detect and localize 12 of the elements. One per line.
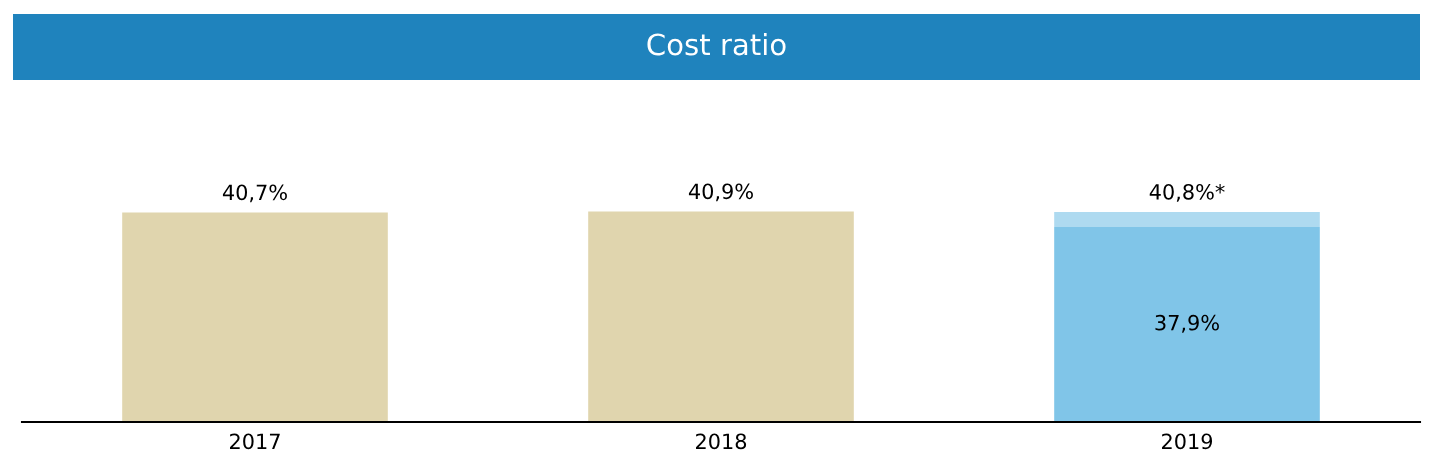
total-label: 40,7% bbox=[222, 184, 287, 203]
x-tick-label: 2018 bbox=[696, 433, 747, 450]
bar bbox=[1054, 226, 1320, 422]
x-tick-label: 2017 bbox=[230, 433, 280, 450]
bar bbox=[122, 212, 388, 422]
chart-title: Cost ratio bbox=[647, 32, 786, 56]
total-label: 40,9% bbox=[688, 183, 753, 202]
bar bbox=[1054, 212, 1320, 227]
total-label: 40,8%* bbox=[1149, 183, 1225, 202]
bar bbox=[588, 211, 854, 422]
data-label: 37,9% bbox=[1155, 314, 1219, 333]
x-tick-label: 2019 bbox=[1162, 433, 1213, 450]
